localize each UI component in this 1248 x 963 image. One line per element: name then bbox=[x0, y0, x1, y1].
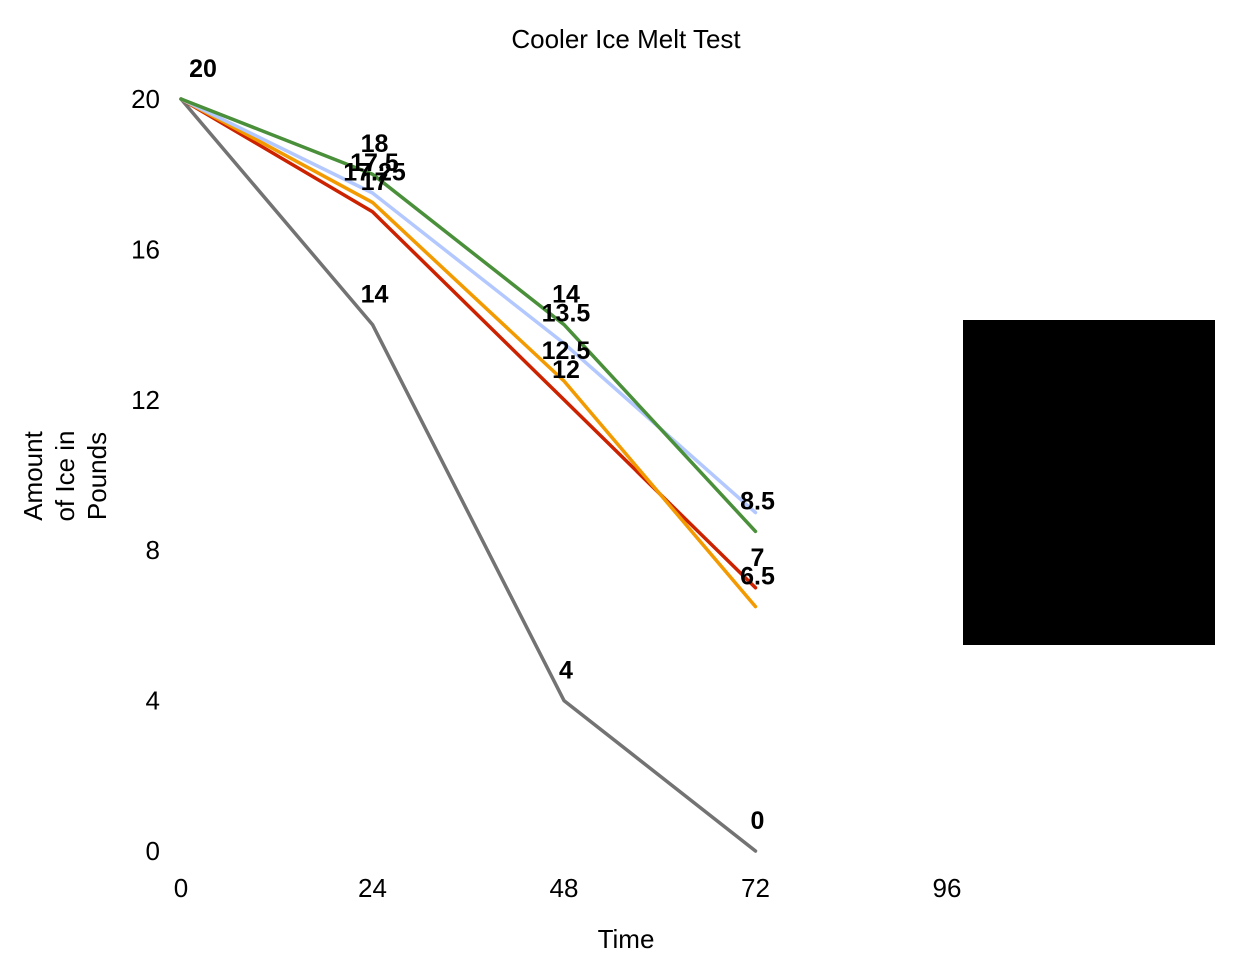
y-axis-title-line: Pounds bbox=[82, 432, 112, 520]
chart-title: Cooler Ice Melt Test bbox=[511, 24, 741, 54]
data-label: 8.5 bbox=[740, 487, 775, 515]
data-label: 12 bbox=[552, 356, 580, 384]
y-tick-label: 4 bbox=[146, 686, 160, 716]
data-label: 4 bbox=[559, 657, 573, 685]
series-lines bbox=[179, 97, 758, 853]
data-label: 18 bbox=[361, 130, 389, 158]
data-label: 17.25 bbox=[343, 158, 406, 186]
y-tick-labels: 0 4 8 12 16 20 bbox=[131, 84, 160, 866]
data-label: 12.5 bbox=[542, 337, 591, 365]
x-tick-label: 96 bbox=[933, 873, 962, 903]
series-line bbox=[179, 97, 758, 853]
legend-redaction-box bbox=[963, 320, 1215, 645]
y-tick-label: 0 bbox=[146, 836, 160, 866]
data-label: 6.5 bbox=[740, 563, 775, 591]
data-label: 13.5 bbox=[542, 299, 591, 327]
y-tick-label: 8 bbox=[146, 535, 160, 565]
data-label: 17.5 bbox=[350, 149, 399, 177]
x-tick-label: 24 bbox=[358, 873, 387, 903]
x-tick-labels: 0 24 48 72 96 bbox=[174, 873, 962, 903]
series-line bbox=[179, 97, 758, 534]
data-label: 14 bbox=[361, 281, 389, 309]
x-axis-title: Time bbox=[598, 924, 655, 954]
y-tick-label: 20 bbox=[131, 84, 160, 114]
x-tick-label: 0 bbox=[174, 873, 188, 903]
y-axis-title: Amount of Ice in Pounds bbox=[18, 430, 112, 521]
data-label: 14 bbox=[552, 281, 580, 309]
x-tick-label: 72 bbox=[741, 873, 770, 903]
y-axis-title-line: Amount bbox=[18, 430, 48, 520]
data-label: 7 bbox=[751, 544, 765, 572]
x-tick-label: 48 bbox=[550, 873, 579, 903]
y-tick-label: 12 bbox=[131, 385, 160, 415]
data-label: 17 bbox=[361, 168, 389, 196]
y-tick-label: 16 bbox=[131, 234, 160, 264]
data-label: 0 bbox=[751, 807, 765, 835]
y-axis-title-line: of Ice in bbox=[50, 430, 80, 521]
data-label: 20 bbox=[189, 55, 217, 83]
series-line bbox=[179, 97, 758, 609]
